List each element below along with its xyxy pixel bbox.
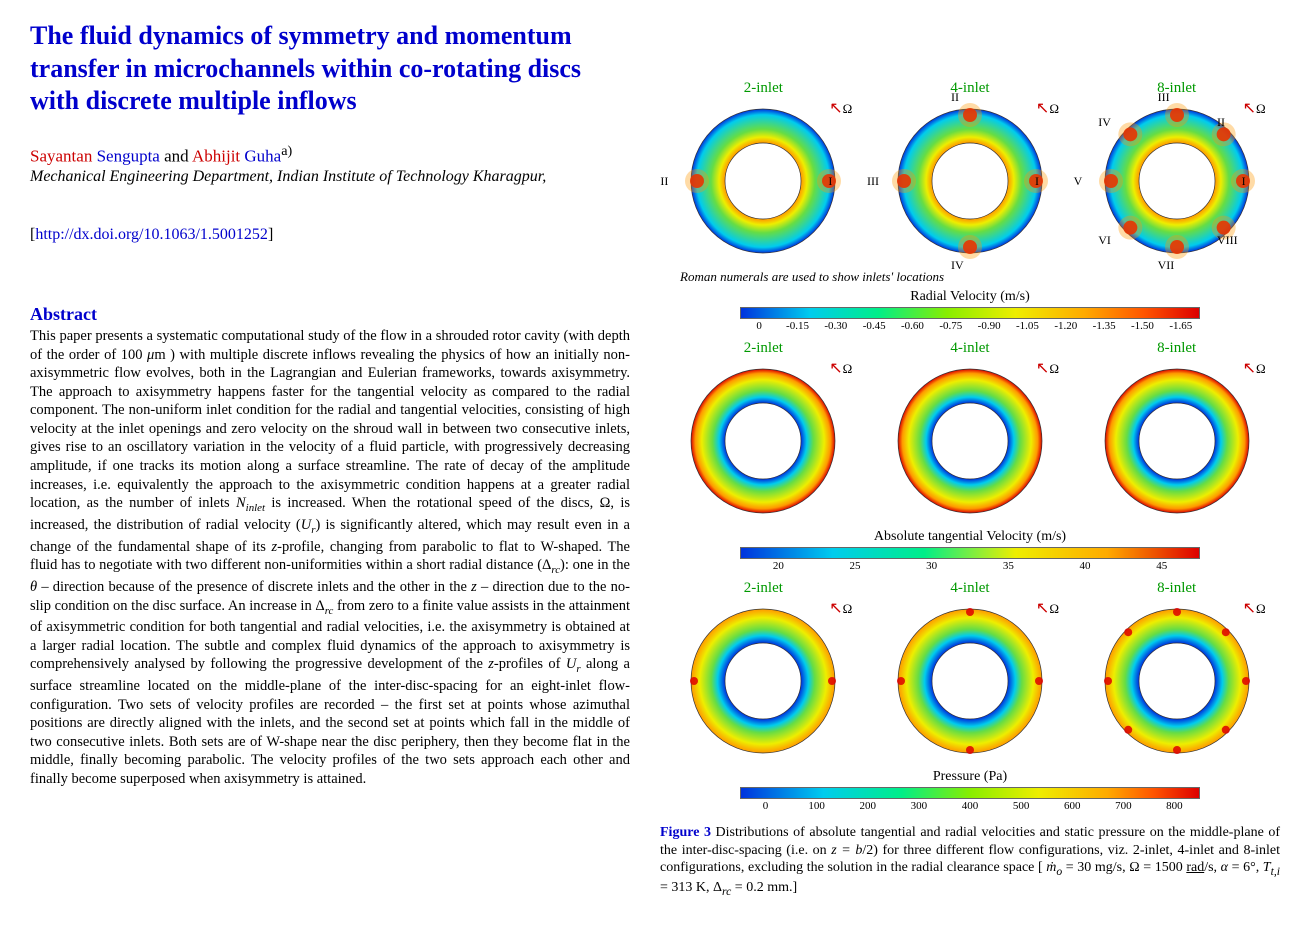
colorbar-gradient [740,547,1200,559]
colorbar-radial: Radial Velocity (m/s) 0-0.15-0.30-0.45-0… [660,289,1280,332]
abstract-heading: Abstract [30,304,630,325]
disc-group-radial-two: 2-inlet ↖ΩIII [668,80,858,263]
figure-panel: 2-inlet ↖ΩIII4-inlet ↖ΩIIIIIIIV8-inlet [660,20,1280,910]
omega-label: ↖Ω [1243,358,1266,378]
omega-label: ↖Ω [1036,598,1059,618]
disc-group-tangential-eight: 8-inlet ↖Ω [1082,340,1272,523]
colorbar-tangential: Absolute tangential Velocity (m/s) 20253… [660,529,1280,572]
author-super: a) [281,143,292,159]
omega-label: ↖Ω [1036,98,1059,118]
affiliation: Mechanical Engineering Department, India… [30,168,630,186]
figure-caption: Figure 3 Distributions of absolute tange… [660,824,1280,900]
doi-line: [http://dx.doi.org/10.1063/1.5001252] [30,226,630,244]
roman-I: I [1035,174,1039,189]
disc-tangential-four [888,359,1052,523]
roman-IV: IV [951,258,964,273]
colorbar-gradient [740,787,1200,799]
roman-I: I [828,174,832,189]
omega-label: ↖Ω [1036,358,1059,378]
author2-first: Abhijit [192,146,240,165]
colorbar-ticks: 0100200300400500600700800 [740,800,1200,812]
omega-label: ↖Ω [829,98,852,118]
fig-row-1: 2-inlet ↖ΩIII4-inlet ↖ΩIIIIIIIV8-inlet [660,80,1280,263]
omega-label: ↖Ω [829,598,852,618]
disc-pressure-eight [1095,599,1259,763]
disc-label: 2-inlet [744,340,783,357]
roman-II: II [660,174,668,189]
disc-label: 2-inlet [744,580,783,597]
roman-I: I [1242,174,1246,189]
colorbar-ticks: 202530354045 [740,560,1200,572]
colorbar-ticks: 0-0.15-0.30-0.45-0.60-0.75-0.90-1.05-1.2… [740,320,1200,332]
disc-group-tangential-four: 4-inlet ↖Ω [875,340,1065,523]
roman-IV: IV [1098,115,1111,130]
omega-label: ↖Ω [1243,98,1266,118]
author1-first: Sayantan [30,146,92,165]
disc-label: 8-inlet [1157,340,1196,357]
disc-group-pressure-four: 4-inlet ↖Ω [875,580,1065,763]
disc-radial-four [888,99,1052,263]
roman-III: III [1158,90,1170,105]
left-column: The fluid dynamics of symmetry and momen… [30,20,630,910]
fig-row-3: 2-inlet ↖Ω4-inlet ↖Ω8-inlet [660,580,1280,763]
colorbar-gradient [740,307,1200,319]
colorbar-pressure: Pressure (Pa) 0100200300400500600700800 [660,769,1280,812]
disc-tangential-eight [1095,359,1259,523]
authors-joiner: and [164,146,192,165]
disc-radial-two [681,99,845,263]
omega-label: ↖Ω [1243,598,1266,618]
paper-title: The fluid dynamics of symmetry and momen… [30,20,630,118]
omega-label: ↖Ω [829,358,852,378]
disc-label: 4-inlet [950,580,989,597]
roman-VI: VI [1098,233,1111,248]
colorbar-title: Pressure (Pa) [933,769,1007,785]
colorbar-title: Radial Velocity (m/s) [910,289,1030,305]
disc-tangential-two [681,359,845,523]
roman-VII: VII [1158,258,1175,273]
doi-link[interactable]: http://dx.doi.org/10.1063/1.5001252 [35,226,268,243]
roman-note: Roman numerals are used to show inlets' … [680,269,1280,285]
disc-label: 8-inlet [1157,580,1196,597]
disc-group-radial-four: 4-inlet ↖ΩIIIIIIIV [875,80,1065,263]
colorbar-title: Absolute tangential Velocity (m/s) [874,529,1066,545]
disc-pressure-two [681,599,845,763]
roman-V: V [1074,174,1083,189]
roman-VIII: VIII [1217,233,1238,248]
disc-group-pressure-eight: 8-inlet ↖Ω [1082,580,1272,763]
authors-line: Sayantan Sengupta and Abhijit Guhaa) [30,143,630,167]
abstract-text: This paper presents a systematic computa… [30,327,630,788]
disc-group-tangential-two: 2-inlet ↖Ω [668,340,858,523]
author1-last: Sengupta [97,146,160,165]
disc-group-pressure-two: 2-inlet ↖Ω [668,580,858,763]
fig-row-2: 2-inlet ↖Ω4-inlet ↖Ω8-inlet [660,340,1280,523]
disc-pressure-four [888,599,1052,763]
disc-group-radial-eight: 8-inlet ↖ΩIIIIIIIVVVIVIIVIII [1082,80,1272,263]
roman-III: III [867,174,879,189]
author2-last: Guha [244,146,281,165]
roman-II: II [951,90,959,105]
disc-label: 4-inlet [950,340,989,357]
disc-label: 2-inlet [744,80,783,97]
roman-II: II [1217,115,1225,130]
